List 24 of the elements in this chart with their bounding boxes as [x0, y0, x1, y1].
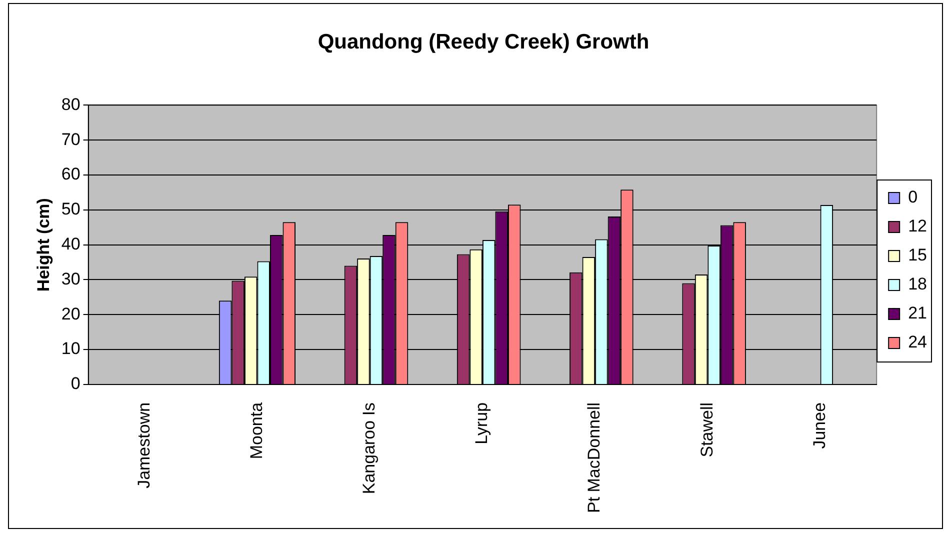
x-tick-label: Stawell: [697, 402, 716, 458]
y-tick-label: 10: [61, 339, 80, 358]
y-tick-label: 40: [61, 234, 80, 254]
y-tick-label: 80: [61, 94, 80, 114]
legend-label: 21: [908, 304, 928, 323]
y-tick-label: 30: [61, 269, 80, 288]
legend-label: 24: [908, 332, 928, 352]
legend-label: 18: [908, 274, 928, 294]
legend-label: 0: [908, 188, 918, 207]
x-tick-label: Jamestown: [134, 402, 154, 488]
chart-title: Quandong (Reedy Creek) Growth: [318, 30, 650, 54]
y-tick-label: 0: [70, 374, 80, 394]
y-axis-title: Height (cm): [34, 198, 53, 292]
legend-label: 15: [908, 246, 928, 265]
y-tick-label: 50: [61, 200, 80, 219]
x-tick-label: Lyrup: [472, 402, 492, 444]
y-tick-label: 20: [61, 304, 80, 324]
x-tick-label: Junee: [810, 402, 829, 449]
x-tick-label: Kangaroo Is: [360, 402, 379, 494]
y-tick-label: 70: [61, 130, 80, 149]
x-tick-label: Moonta: [246, 402, 266, 460]
x-tick-label: Pt MacDonnell: [584, 402, 604, 514]
legend-label: 12: [908, 216, 928, 236]
y-tick-label: 60: [61, 164, 80, 184]
